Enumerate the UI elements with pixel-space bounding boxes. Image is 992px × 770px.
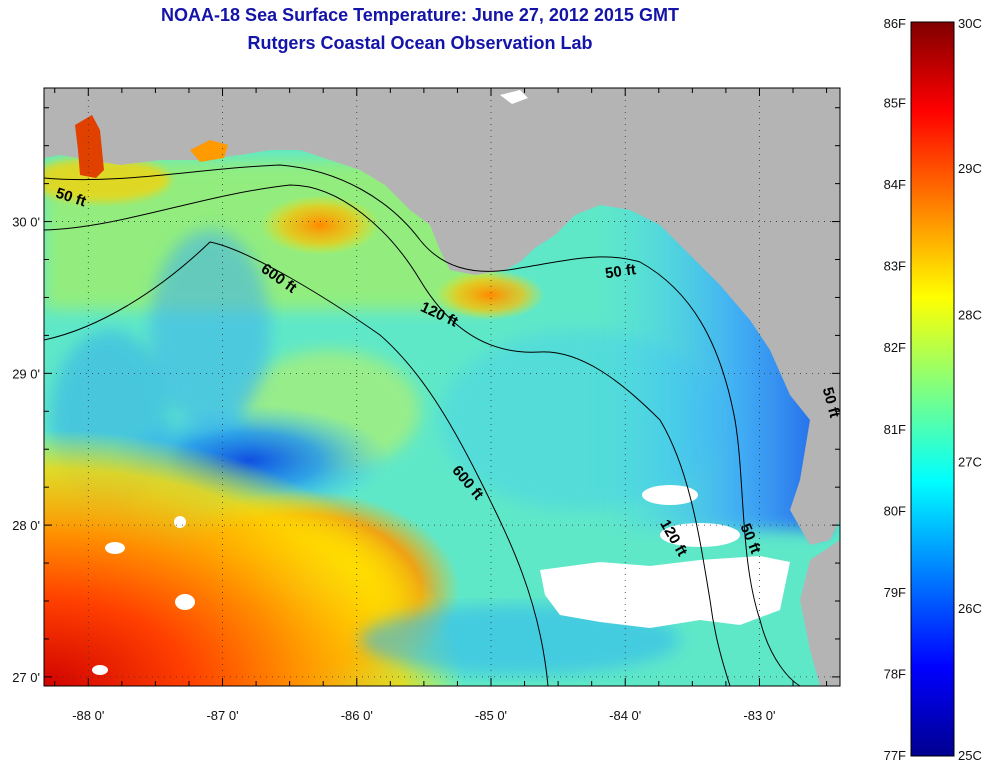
contour-label: 50 ft — [604, 261, 637, 282]
colorbar-label-f: 80F — [884, 503, 906, 518]
colorbar: 86F 85F 84F 83F 82F 81F 80F 79F 78F 77F 30C 29C 28C 2… — [884, 16, 982, 763]
colorbar-label-f: 78F — [884, 666, 906, 681]
colorbar-label-c: 25C — [958, 748, 982, 763]
colorbar-label-f: 77F — [884, 748, 906, 763]
map-subtitle: Rutgers Coastal Ocean Observation Lab — [247, 33, 593, 53]
colorbar-label-c: 30C — [958, 16, 982, 31]
colorbar-label-f: 82F — [884, 340, 906, 355]
colorbar-label-c: 27C — [958, 454, 982, 469]
map-title: NOAA-18 Sea Surface Temperature: June 27… — [161, 5, 679, 25]
lon-tick-label: -85 0' — [475, 708, 507, 723]
colorbar-label-f: 83F — [884, 259, 906, 274]
colorbar-labels: 86F 85F 84F 83F 82F 81F 80F 79F 78F 77F 30C 29C 28C 2… — [884, 16, 982, 763]
colorbar-label-c: 28C — [958, 308, 982, 323]
lon-tick-label: -88 0' — [72, 708, 104, 723]
map-frame — [43, 87, 841, 687]
colorbar-label-f: 79F — [884, 585, 906, 600]
lon-tick-label: -83 0' — [743, 708, 775, 723]
lat-lon-grid — [44, 88, 840, 686]
contour-600ft — [44, 241, 549, 686]
colorbar-label-c: 26C — [958, 601, 982, 616]
contour-120ft — [44, 184, 731, 686]
colorbar-label-f: 84F — [884, 177, 906, 192]
lon-tick-label: -87 0' — [206, 708, 238, 723]
colorbar-label-f: 81F — [884, 422, 906, 437]
lat-tick-label: 28 0' — [12, 518, 40, 533]
cloud-mask — [92, 485, 790, 675]
lon-tick-label: -86 0' — [341, 708, 373, 723]
colorbar-label-c: 29C — [958, 161, 982, 176]
lat-tick-label: 30 0' — [12, 215, 40, 230]
lat-tick-label: 27 0' — [12, 670, 40, 685]
lon-tick-label: -84 0' — [609, 708, 641, 723]
contour-50ft — [44, 164, 801, 686]
axis-ticks: -88 0' -87 0' -86 0' -85 0' -84 0' -83 0' 27 0… — [12, 88, 840, 723]
colorbar-label-f: 85F — [884, 96, 906, 111]
lat-tick-label: 29 0' — [12, 366, 40, 381]
colorbar-ramp — [910, 21, 955, 757]
land-mask — [44, 88, 840, 686]
colorbar-label-f: 86F — [884, 16, 906, 31]
bathymetry-contours — [44, 164, 801, 686]
